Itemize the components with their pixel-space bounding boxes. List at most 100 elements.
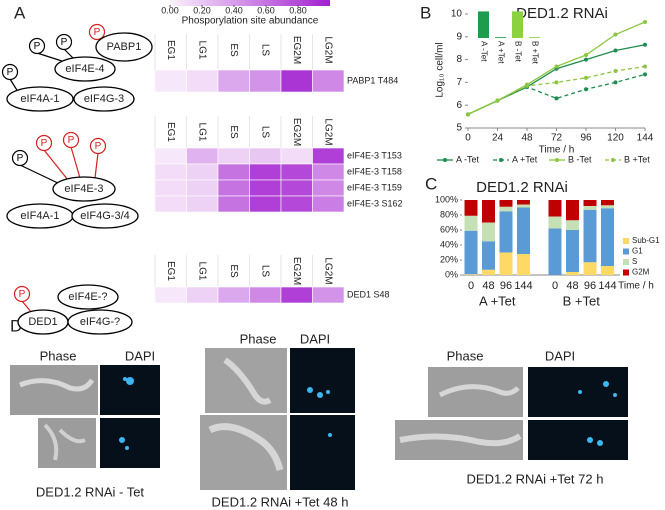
point <box>643 42 647 47</box>
heatmap-cell <box>154 163 187 181</box>
x-tick-label: 48 <box>566 280 578 292</box>
heatmap-cell <box>249 195 282 213</box>
protein-node <box>52 176 116 202</box>
phospho-site <box>35 134 53 152</box>
phospho-link <box>36 52 66 63</box>
column-label: LG2M <box>323 36 334 63</box>
colorbar-tick-label: 0.00 <box>161 5 179 15</box>
dapi-image <box>100 365 160 415</box>
protein-node <box>54 56 116 82</box>
x-tick-label: 96 <box>500 280 512 292</box>
x-axis-label: Time / h <box>539 145 575 156</box>
protein-node <box>95 32 153 62</box>
point <box>643 64 647 69</box>
x-tick-label: 24 <box>492 133 504 144</box>
nucleus <box>119 437 125 443</box>
bar-segment <box>583 262 597 275</box>
bar-segment <box>517 204 530 208</box>
heatmap-cell <box>217 69 250 93</box>
bar-segment <box>499 252 513 275</box>
column-label: EG2M <box>291 36 302 64</box>
point <box>584 53 588 58</box>
phospho-site <box>55 33 73 51</box>
protein-label: eIF4G-? <box>80 316 120 328</box>
phospho-site <box>62 131 80 149</box>
colorbar-tick-label: 0.80 <box>289 5 307 15</box>
bar-segment <box>583 209 597 263</box>
legend-swatch <box>623 238 629 244</box>
x-tick-label: 144 <box>637 133 654 144</box>
bar-segment <box>566 230 579 272</box>
legend-label: Sub-G1 <box>632 236 660 245</box>
y-tick-label: 8 <box>456 54 462 65</box>
cell <box>399 433 522 447</box>
protein-node <box>67 309 133 335</box>
dapi-image <box>528 420 628 460</box>
column-label: ES <box>228 264 239 278</box>
y-axis-label: Log₁₀ cell/ml <box>435 42 446 97</box>
point <box>554 64 559 69</box>
y-tick-label: 9 <box>456 31 462 42</box>
heatmap-cell <box>154 195 187 213</box>
y-tick-label: 40% <box>440 239 458 249</box>
heatmap-cell <box>186 163 219 181</box>
nucleus <box>126 377 134 385</box>
heatmap-cell <box>154 286 187 304</box>
heatmap-cell <box>154 147 187 165</box>
column-label: EG1 <box>165 40 176 60</box>
protein-label: PABP1 <box>107 41 142 53</box>
protein-label: eIF4E-3 <box>64 183 103 195</box>
point <box>466 112 470 117</box>
legend-label: A +Tet <box>512 154 538 164</box>
bar-segment <box>601 208 614 266</box>
image-caption: DED1.2 RNAi - Tet <box>36 484 145 499</box>
image-header: Phase <box>240 331 277 346</box>
point <box>495 98 500 103</box>
x-tick-label: 96 <box>580 133 592 144</box>
cell <box>438 384 520 398</box>
point <box>613 69 618 73</box>
protein-label: eIF4A-1 <box>20 210 59 222</box>
column-label: ES <box>228 43 239 57</box>
bar-segment <box>464 230 478 275</box>
legend-label: G2M <box>632 268 650 277</box>
bar-segment <box>583 206 597 210</box>
point <box>554 80 559 85</box>
heatmap-cell <box>186 286 219 304</box>
y-tick-label: 80% <box>440 209 458 219</box>
phospho-site <box>1 63 19 81</box>
image-header: DAPI <box>125 348 155 363</box>
heatmap-cell <box>312 69 345 93</box>
nucleus <box>326 390 330 394</box>
point <box>613 48 618 53</box>
column-label: ES <box>228 125 239 139</box>
legend-swatch <box>623 269 629 276</box>
x-tick-label: 48 <box>482 280 494 292</box>
phospho-link <box>70 146 81 179</box>
legend-label: S <box>632 257 637 266</box>
protein-label: eIF4E-? <box>68 291 107 303</box>
colorbar-tick-label: 0.40 <box>225 5 243 15</box>
bar-segment <box>548 228 562 275</box>
y-tick-label: 20% <box>440 254 458 264</box>
heatmap-cell <box>249 69 282 93</box>
y-tick-label: 0% <box>445 269 458 279</box>
heatmap-cell <box>154 69 187 93</box>
nucleus <box>328 433 332 437</box>
series-line <box>467 44 646 115</box>
heatmap-cell <box>186 147 219 165</box>
heatmap-cell <box>312 163 345 181</box>
heatmap-cell <box>280 179 313 197</box>
heatmap-cell <box>312 179 345 197</box>
row-label: PABP1 T484 <box>347 75 398 85</box>
heatmap-cell <box>249 147 282 165</box>
point <box>584 57 588 62</box>
heatmap-cell <box>186 195 219 213</box>
phospho-link <box>43 149 69 181</box>
heatmap-cell <box>312 286 345 304</box>
cell <box>223 357 272 405</box>
protein-label: eIF4G-3/4 <box>80 210 130 222</box>
heatmap-cell <box>312 147 345 165</box>
dapi-image <box>100 418 160 468</box>
